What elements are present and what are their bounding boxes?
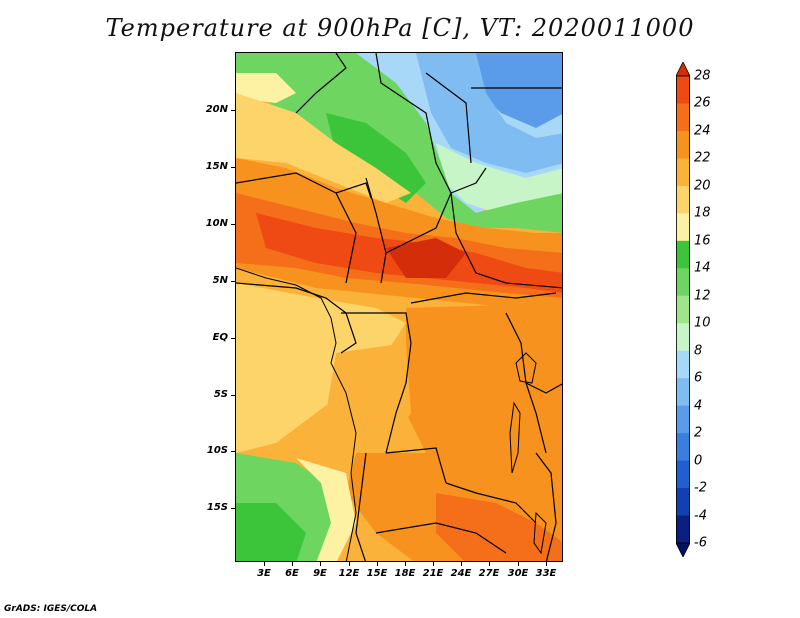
lon-label-33e: 33E <box>535 568 557 579</box>
lat-label-10n: 10N <box>205 218 228 229</box>
footer-credit: GrADS: IGES/COLA <box>4 604 98 614</box>
colorbar-swatch <box>676 130 690 159</box>
lon-label-18e: 18E <box>394 568 416 579</box>
colorbar-label: 8 <box>694 343 703 359</box>
lon-label-3e: 3E <box>257 568 271 579</box>
colorbar-swatch <box>676 433 690 462</box>
colorbar-swatch <box>676 268 690 297</box>
colorbar-swatch <box>676 323 690 352</box>
lon-label-9e: 9E <box>313 568 327 579</box>
lat-label-eq: EQ <box>212 332 228 343</box>
lon-label-6e: 6E <box>285 568 299 579</box>
colorbar-label: -4 <box>694 508 707 524</box>
colorbar-swatch <box>676 103 690 132</box>
colorbar-label: 2 <box>694 425 703 441</box>
lat-label-5s: 5S <box>213 389 228 400</box>
colorbar-swatch <box>676 515 690 544</box>
lat-label-10s: 10S <box>206 445 228 456</box>
colorbar-label: 6 <box>694 370 703 386</box>
colorbar-label: 0 <box>694 453 703 469</box>
colorbar-label: 10 <box>694 315 711 331</box>
colorbar-label: 20 <box>694 178 711 194</box>
colorbar-label: 14 <box>694 260 711 276</box>
colorbar <box>676 62 690 557</box>
lon-label-21e: 21E <box>422 568 444 579</box>
colorbar-top-arrow <box>676 62 690 77</box>
colorbar-label: 28 <box>694 68 711 84</box>
colorbar-swatch <box>676 185 690 214</box>
colorbar-swatch <box>676 488 690 517</box>
lat-label-15s: 15S <box>206 502 228 513</box>
lon-label-15e: 15E <box>366 568 388 579</box>
colorbar-swatch <box>676 76 690 104</box>
colorbar-swatch <box>676 240 690 269</box>
colorbar-swatch <box>676 158 690 187</box>
colorbar-label: 4 <box>694 398 703 414</box>
colorbar-swatch <box>676 213 690 242</box>
colorbar-bottom-arrow <box>676 542 690 557</box>
colorbar-label: -2 <box>694 480 707 496</box>
colorbar-swatch <box>676 460 690 489</box>
colorbar-swatch <box>676 295 690 324</box>
colorbar-label: -6 <box>694 535 707 551</box>
colorbar-label: 26 <box>694 95 711 111</box>
temperature-field <box>236 53 562 561</box>
lat-label-5n: 5N <box>212 275 228 286</box>
colorbar-swatch <box>676 405 690 434</box>
lat-label-20n: 20N <box>205 104 228 115</box>
colorbar-label: 18 <box>694 205 711 221</box>
colorbar-label: 12 <box>694 288 711 304</box>
colorbar-label: 22 <box>694 150 711 166</box>
lat-label-15n: 15N <box>205 161 228 172</box>
map-title: Temperature at 900hPa [C], VT: 202001100… <box>105 14 695 42</box>
colorbar-swatch <box>676 378 690 407</box>
colorbar-swatch <box>676 350 690 379</box>
lon-label-30e: 30E <box>507 568 529 579</box>
map-panel <box>235 52 563 562</box>
lon-label-24e: 24E <box>450 568 472 579</box>
lon-label-12e: 12E <box>338 568 360 579</box>
lon-label-27e: 27E <box>478 568 500 579</box>
colorbar-label: 16 <box>694 233 711 249</box>
colorbar-label: 24 <box>694 123 711 139</box>
